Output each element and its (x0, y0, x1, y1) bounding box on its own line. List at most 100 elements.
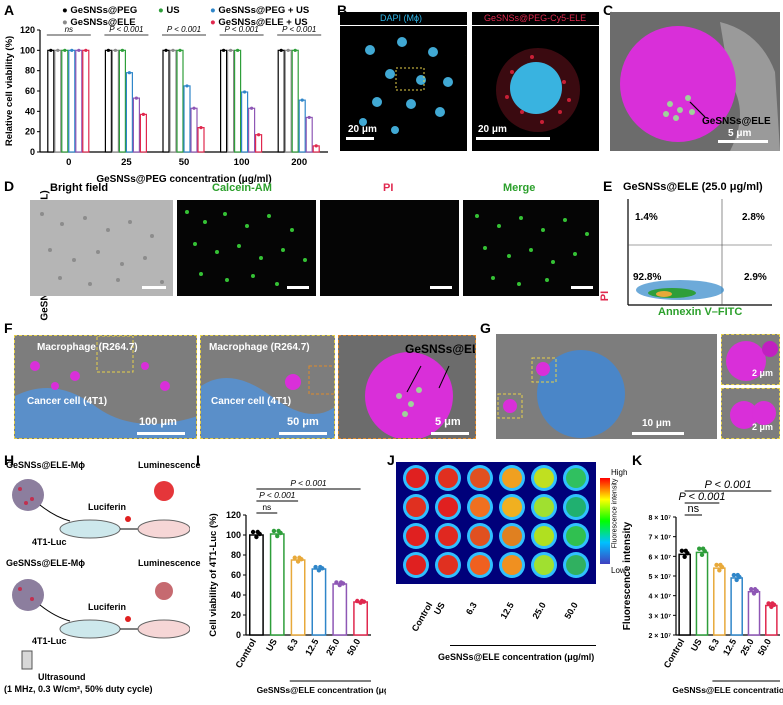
point-a (257, 133, 261, 137)
data-point (338, 580, 344, 585)
h-bottom-dish: 4T1-Luc (32, 636, 67, 646)
f2-cells (201, 365, 334, 438)
merge-dots (475, 214, 589, 286)
sem-cell-c (620, 22, 780, 151)
label-c: GeSNSs@ELE (702, 116, 771, 127)
bf-texture (40, 212, 164, 286)
panel-label-k: K (632, 452, 643, 468)
sem-zoom-g2: 2 μm (721, 388, 780, 439)
scale-bar-g (632, 432, 684, 435)
data-point (682, 554, 687, 559)
scale-text-f3: 5 μm (435, 416, 461, 428)
x-label-a: GeSNSs@PEG concentration (μg/ml) (96, 174, 271, 185)
well (502, 497, 522, 517)
bar-a (68, 49, 76, 153)
point-a (222, 48, 226, 52)
well (534, 526, 554, 546)
bar-a (248, 107, 256, 153)
scale-bar-c (718, 140, 768, 143)
sem-image-c: GeSNSs@ELE 5 μm (610, 12, 780, 151)
h-bottom-cell: GeSNSs@ELE-Mϕ (6, 558, 86, 568)
y-tick-label: 0 (236, 630, 241, 640)
h-top-luciferin: Luciferin (88, 502, 127, 512)
x-tick-label: Control (662, 637, 687, 670)
bar-a (111, 49, 120, 153)
well (534, 555, 554, 575)
point-a (178, 48, 182, 52)
bright-field-image (30, 200, 173, 296)
panel-label-g: G (480, 320, 491, 336)
scale-high: High (611, 468, 628, 477)
bar-a (176, 49, 184, 153)
well (470, 497, 490, 517)
quadrant-lr: 2.9% (744, 272, 767, 283)
y-tick-label: 20 (231, 610, 241, 620)
macrophage-label-2: Macrophage (R264.7) (209, 342, 310, 353)
j-column-label: Control (409, 600, 435, 634)
cell-zoom (496, 48, 580, 132)
legend-dot-icon: ● (62, 17, 68, 28)
y-label: Fluorescence intensity (622, 521, 633, 630)
data-point (334, 580, 339, 585)
j-xgroup: GeSNSs@ELE concentration (μg/ml) (438, 652, 595, 662)
y-tick-label: 120 (226, 510, 241, 520)
data-point (313, 564, 318, 570)
calcein-dots (185, 210, 307, 286)
data-point (717, 568, 722, 573)
bar-a (47, 49, 55, 153)
x-tick-label-a: 200 (291, 157, 307, 168)
xlabel-e: Annexin V–FITC (658, 306, 743, 318)
sig-label: P < 0.001 (705, 479, 752, 491)
y-tick-label: 100 (226, 530, 241, 540)
point-a (236, 48, 240, 52)
data-point (316, 568, 322, 573)
data-point (679, 548, 685, 553)
point-a (164, 48, 168, 52)
x-tick-label: 25.0 (324, 637, 341, 657)
panel-label-c: C (603, 2, 614, 18)
quadrant-ll: 92.8% (633, 272, 662, 283)
title-e: GeSNSs@ELE (25.0 μg/ml) (623, 181, 763, 193)
calcein-image (177, 200, 316, 296)
flow-plot-e (627, 199, 772, 306)
well (502, 526, 522, 546)
sem-image-g: 10 μm (496, 334, 717, 439)
bar-a (54, 49, 62, 153)
well (566, 497, 586, 517)
scale-bar-f3 (431, 432, 469, 435)
data-point (359, 598, 365, 604)
x-tick-label: 50.0 (345, 637, 362, 657)
quadrant-ur: 2.8% (742, 212, 765, 223)
y-tick-label: 6 × 10⁷ (648, 554, 671, 561)
bar (290, 559, 306, 636)
bar-a (118, 49, 127, 153)
well (470, 468, 490, 488)
x-tick-label: 12.5 (303, 637, 320, 657)
h-top-dish: 4T1-Luc (32, 537, 67, 547)
j-group-line (450, 645, 596, 646)
bar-a (234, 49, 242, 153)
panel-label-j: J (387, 452, 395, 468)
y-tick-label: 4 × 10⁷ (648, 594, 671, 601)
bar-a (298, 99, 306, 153)
scale-bar-b1 (346, 137, 374, 140)
h-top-luminescence: Luminescence (138, 460, 201, 470)
luminescence-plate (396, 462, 596, 584)
x-tick-label-a: 50 (179, 157, 190, 168)
macrophage-label-1: Macrophage (R264.7) (37, 342, 138, 353)
j-column-label: 50.0 (562, 600, 580, 621)
bar-a (190, 107, 198, 153)
data-point (770, 601, 775, 606)
bar (730, 577, 743, 636)
bar-a (277, 49, 285, 153)
y-tick-label-a: 80 (25, 66, 35, 76)
annotation-a: P < 0.001 (167, 25, 201, 34)
scale-bar-f2 (279, 432, 327, 435)
data-point (699, 552, 705, 558)
legend-dot-icon: ● (210, 5, 216, 16)
legend-a-label-1: GeSNSs@PEG (70, 5, 138, 16)
pi-image (320, 200, 459, 296)
point-a (192, 106, 196, 110)
bar-a (291, 49, 299, 153)
annotation-a: ns (65, 25, 73, 34)
